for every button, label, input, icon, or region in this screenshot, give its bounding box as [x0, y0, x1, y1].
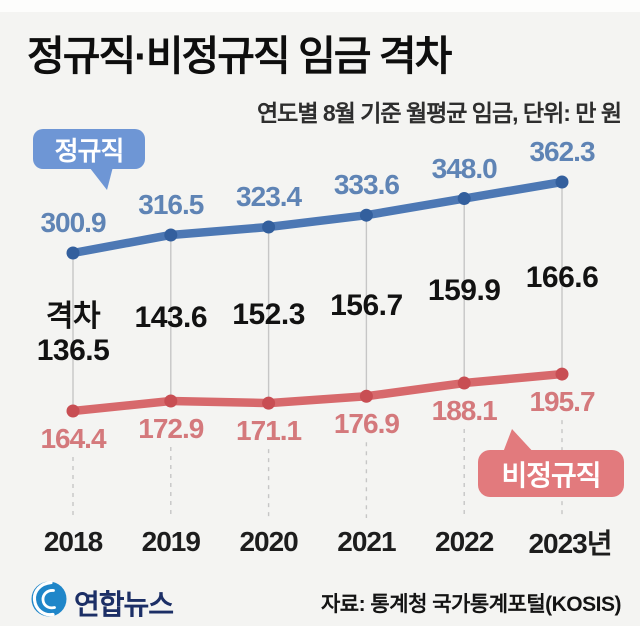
- nonregular-data-point: [555, 367, 569, 381]
- page-title: 정규직·비정규직 임금 격차: [27, 33, 452, 79]
- top-strip: [0, 0, 640, 12]
- nonregular-bubble-tail: [502, 429, 536, 455]
- legend-label-nonregular: 비정규직: [501, 459, 601, 491]
- nonregular-data-point: [164, 394, 178, 408]
- yonhap-logo-icon: [31, 580, 67, 617]
- nonregular-data-point: [262, 396, 276, 410]
- legend-label-regular: 정규직: [54, 135, 125, 166]
- news-agency-name: 연합뉴스: [74, 589, 174, 620]
- regular-bubble-tail: [86, 163, 114, 190]
- nonregular-data-point: [66, 404, 80, 418]
- source-credit: 자료: 통계청 국가통계포털(KOSIS): [320, 593, 622, 616]
- legend-bubble-regular: 정규직: [33, 129, 145, 169]
- regular-series-line: [68, 177, 567, 258]
- regular-data-point: [457, 192, 471, 206]
- regular-data-point: [555, 175, 569, 189]
- legend-bubble-nonregular: 비정규직: [478, 450, 624, 497]
- regular-data-point: [164, 228, 178, 242]
- regular-data-point: [66, 246, 80, 260]
- regular-data-point: [359, 208, 373, 222]
- regular-data-point: [262, 220, 276, 234]
- chart-subtitle: 연도별 8월 기준 월평균 임금, 단위: 만 원: [257, 100, 622, 126]
- nonregular-data-point: [457, 376, 471, 390]
- nonregular-data-point: [359, 389, 373, 403]
- nonregular-series-line: [68, 369, 567, 416]
